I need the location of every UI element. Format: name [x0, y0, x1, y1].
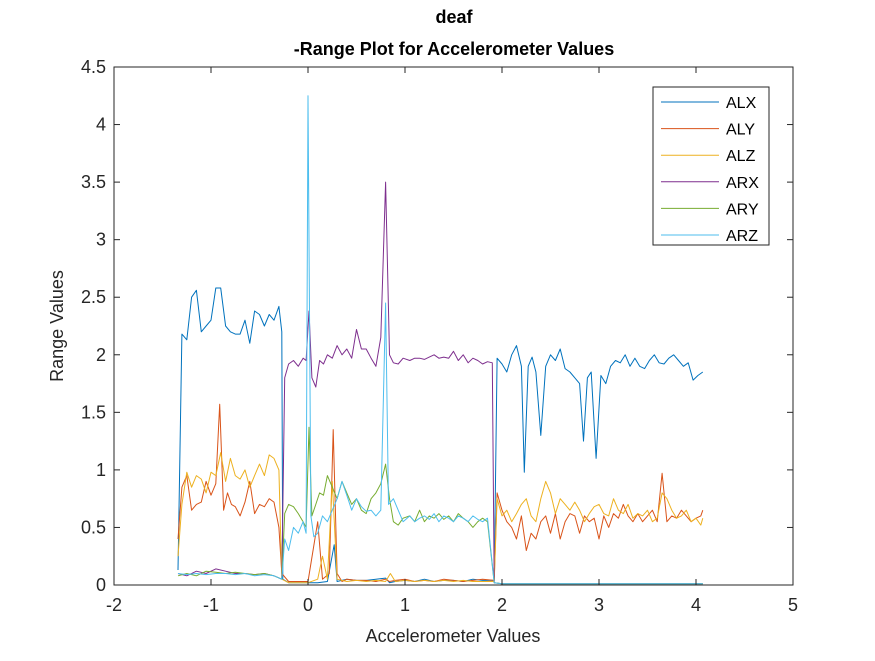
- chart-title: deaf: [435, 7, 473, 27]
- axes-box: [113, 66, 794, 586]
- legend-label-aly: ALY: [726, 122, 755, 139]
- legend-label-alz: ALZ: [726, 148, 756, 165]
- y-tick-label: 3: [96, 230, 106, 250]
- x-tick-label: 1: [400, 595, 410, 615]
- y-tick-label: 4: [96, 115, 106, 135]
- y-tick-label: 3.5: [81, 172, 106, 192]
- y-tick-label: 1.5: [81, 402, 106, 422]
- legend: ALX ALY ALZ ARX ARY ARZ: [652, 86, 770, 246]
- y-tick-label: 0: [96, 575, 106, 595]
- legend-box: [652, 86, 770, 246]
- series-line-arz: [177, 95, 703, 585]
- legend-label-ary: ARY: [726, 201, 759, 218]
- chart-subtitle: -Range Plot for Accelerometer Values: [294, 39, 614, 59]
- legend-label-arx: ARX: [726, 175, 759, 192]
- legend-label-alx: ALX: [726, 95, 757, 112]
- series-line-alx: [177, 287, 704, 584]
- y-tick-label: 4.5: [81, 57, 106, 77]
- ticks-layer: -2 -1 0 1 2 3 4 5 0 0.5 1 1.5 2 2.5 3 3.5 4 4.5: [81, 57, 798, 615]
- x-tick-label: 4: [691, 595, 701, 615]
- y-axis-label: Range Values: [47, 270, 67, 382]
- x-tick-label: -2: [106, 595, 122, 615]
- series-layer: [177, 95, 704, 585]
- x-tick-label: -1: [203, 595, 219, 615]
- y-tick-label: 2.5: [81, 287, 106, 307]
- x-tick-label: 3: [594, 595, 604, 615]
- legend-label-arz: ARZ: [726, 228, 758, 245]
- x-tick-label: 0: [303, 595, 313, 615]
- x-axis-label: Accelerometer Values: [366, 626, 541, 646]
- x-tick-label: 2: [497, 595, 507, 615]
- y-tick-label: 1: [96, 460, 106, 480]
- x-tick-label: 5: [788, 595, 798, 615]
- y-tick-label: 2: [96, 345, 106, 365]
- y-tick-label: 0.5: [81, 517, 106, 537]
- series-line-alz: [177, 452, 704, 584]
